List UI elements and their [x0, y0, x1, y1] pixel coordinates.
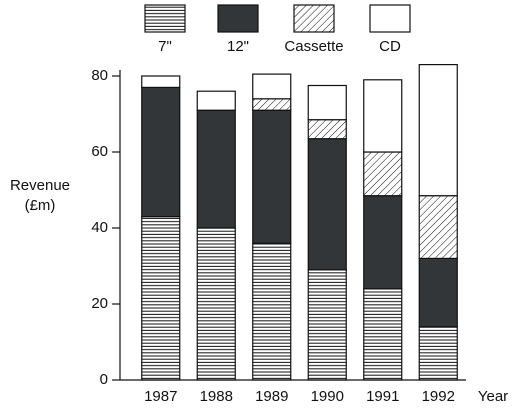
y-tick-label: 60 [91, 143, 108, 160]
x-tick-label: 1990 [311, 388, 344, 405]
x-tick-label: 1987 [144, 388, 177, 405]
legend-swatch [217, 4, 259, 33]
legend-label: 7" [158, 38, 172, 55]
y-tick-label: 40 [91, 219, 108, 236]
y-tick-label: 80 [91, 67, 108, 84]
legend-swatch [293, 4, 335, 33]
bar-segment [196, 90, 236, 111]
legend-swatch [369, 4, 411, 33]
bar-segment [141, 86, 181, 218]
bar-segment [418, 326, 458, 381]
y-tick-label: 0 [100, 371, 108, 388]
x-tick-label: 1991 [366, 388, 399, 405]
bar-segment [252, 98, 292, 111]
bar-segment [363, 79, 403, 153]
bar-segment [307, 84, 347, 121]
bar-segment [141, 75, 181, 88]
bar-segment [307, 119, 347, 140]
x-tick-label: 1992 [422, 388, 455, 405]
legend-swatch [144, 4, 186, 33]
y-axis-label: Revenue [10, 177, 70, 194]
bar-segment [418, 195, 458, 259]
bar-segment [363, 151, 403, 197]
bar-segment [363, 195, 403, 290]
y-tick-label: 20 [91, 295, 108, 312]
bar-segment [252, 109, 292, 244]
x-tick-label: 1988 [200, 388, 233, 405]
legend-label: Cassette [284, 38, 343, 55]
bar-segment [141, 216, 181, 381]
bar-segment [307, 138, 347, 271]
y-axis-label: (£m) [25, 197, 56, 214]
x-tick-label: 1989 [255, 388, 288, 405]
bar-segment [363, 288, 403, 381]
x-axis-label: Year [478, 388, 508, 405]
bar-segment [307, 269, 347, 381]
legend-label: CD [379, 38, 401, 55]
bar-segment [196, 227, 236, 381]
legend-label: 12" [227, 38, 249, 55]
bar-segment [196, 109, 236, 229]
bar-segment [418, 63, 458, 197]
bar-segment [252, 73, 292, 100]
bar-segment [252, 242, 292, 381]
bar-segment [418, 257, 458, 328]
